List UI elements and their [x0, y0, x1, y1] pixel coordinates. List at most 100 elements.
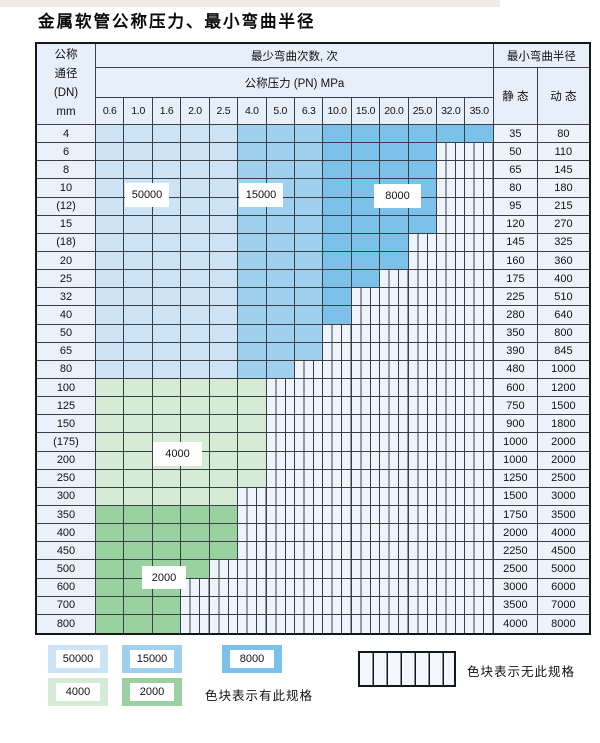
- legend-swatch-value: 15000: [130, 650, 174, 668]
- spec-available-cell: [323, 288, 352, 307]
- no-spec-hatch-cell: [437, 614, 466, 633]
- spec-available-cell: [124, 233, 153, 252]
- spec-available-cell: [96, 433, 125, 452]
- dn-cell: 10: [37, 179, 96, 198]
- no-spec-hatch-cell: [323, 578, 352, 597]
- no-spec-hatch-cell: [266, 469, 295, 488]
- spec-available-cell: [181, 288, 210, 307]
- spec-available-cell: [294, 251, 324, 271]
- spec-available-cell: [238, 215, 267, 234]
- no-spec-hatch-cell: [408, 306, 438, 325]
- spec-available-cell: [152, 596, 182, 615]
- no-spec-hatch-cell: [465, 487, 494, 506]
- static-radius-cell: 750: [493, 397, 538, 416]
- spec-available-cell: [238, 360, 267, 379]
- spec-available-cell: [209, 342, 239, 361]
- spec-available-cell: [294, 179, 324, 198]
- spec-available-cell: [408, 215, 438, 234]
- no-spec-hatch-cell: [351, 451, 381, 470]
- spec-available-cell: [266, 251, 295, 271]
- dynamic-radius-cell: 360: [537, 251, 589, 271]
- spec-available-cell: [124, 433, 153, 452]
- no-spec-hatch-cell: [380, 451, 409, 470]
- no-spec-hatch-cell: [209, 578, 239, 597]
- dynamic-radius-cell: 270: [537, 215, 589, 234]
- static-radius-cell: 50: [493, 143, 538, 162]
- no-spec-hatch-cell: [408, 578, 438, 597]
- pressure-tick: 2.5: [209, 98, 239, 125]
- pressure-tick: 15.0: [351, 98, 381, 125]
- spec-available-cell: [96, 306, 125, 325]
- spec-available-cell: [238, 161, 267, 180]
- no-spec-hatch-cell: [437, 179, 466, 198]
- spec-available-cell: [465, 125, 494, 144]
- region-value-label: 50000: [125, 183, 169, 207]
- spec-available-cell: [209, 143, 239, 162]
- dn-cell: 250: [37, 469, 96, 488]
- no-spec-hatch-cell: [408, 324, 438, 343]
- no-spec-hatch-cell: [294, 542, 324, 561]
- spec-available-cell: [96, 415, 125, 434]
- spec-available-cell: [124, 306, 153, 325]
- static-radius-cell: 1500: [493, 487, 538, 506]
- dynamic-column-header: 动 态: [537, 68, 589, 125]
- no-spec-hatch-cell: [437, 542, 466, 561]
- no-spec-hatch-cell: [465, 143, 494, 162]
- no-spec-hatch-cell: [408, 270, 438, 289]
- spec-available-cell: [294, 125, 324, 144]
- spec-available-cell: [266, 215, 295, 234]
- no-spec-hatch-cell: [181, 578, 210, 597]
- spec-available-cell: [124, 251, 153, 271]
- spec-available-cell: [209, 125, 239, 144]
- min-bend-radius-header: 最小弯曲半径: [493, 44, 589, 68]
- no-spec-hatch-cell: [465, 179, 494, 198]
- region-value-label: 15000: [239, 183, 283, 207]
- no-spec-hatch-cell: [351, 596, 381, 615]
- dn-cell: (12): [37, 197, 96, 216]
- static-radius-cell: 1000: [493, 433, 538, 452]
- spec-available-cell: [209, 542, 239, 561]
- spec-available-cell: [181, 342, 210, 361]
- no-spec-hatch-cell: [351, 487, 381, 506]
- legend-swatch-4000: 4000: [48, 678, 108, 706]
- dn-cell: 800: [37, 614, 96, 633]
- no-spec-hatch-cell: [437, 451, 466, 470]
- spec-available-cell: [238, 433, 267, 452]
- dn-cell: (18): [37, 233, 96, 252]
- spec-available-cell: [209, 469, 239, 488]
- dynamic-radius-cell: 145: [537, 161, 589, 180]
- spec-available-cell: [152, 233, 182, 252]
- dynamic-radius-cell: 4000: [537, 524, 589, 543]
- pressure-tick: 10.0: [323, 98, 352, 125]
- static-radius-cell: 175: [493, 270, 538, 289]
- pressure-tick: 25.0: [408, 98, 438, 125]
- dynamic-radius-cell: 7000: [537, 596, 589, 615]
- no-spec-hatch-cell: [465, 469, 494, 488]
- dn-cell: 50: [37, 324, 96, 343]
- spec-available-cell: [124, 143, 153, 162]
- no-spec-hatch-cell: [380, 614, 409, 633]
- no-spec-hatch-cell: [351, 288, 381, 307]
- no-spec-hatch-cell: [437, 197, 466, 216]
- no-spec-hatch-cell: [294, 560, 324, 579]
- no-spec-hatch-cell: [294, 487, 324, 506]
- pressure-tick: 20.0: [380, 98, 409, 125]
- spec-available-cell: [380, 233, 409, 252]
- spec-available-cell: [181, 179, 210, 198]
- spec-available-cell: [209, 270, 239, 289]
- spec-available-cell: [181, 161, 210, 180]
- spec-available-cell: [96, 161, 125, 180]
- no-spec-hatch-cell: [408, 487, 438, 506]
- static-radius-cell: 280: [493, 306, 538, 325]
- spec-available-cell: [209, 288, 239, 307]
- no-spec-hatch-cell: [323, 360, 352, 379]
- no-spec-hatch-cell: [437, 397, 466, 416]
- scan-artifact-strip: [0, 0, 500, 7]
- spec-available-cell: [209, 451, 239, 470]
- no-spec-hatch-cell: [408, 596, 438, 615]
- static-radius-cell: 2500: [493, 560, 538, 579]
- static-radius-cell: 2000: [493, 524, 538, 543]
- no-spec-hatch-cell: [351, 324, 381, 343]
- spec-available-cell: [181, 251, 210, 271]
- spec-available-cell: [152, 487, 182, 506]
